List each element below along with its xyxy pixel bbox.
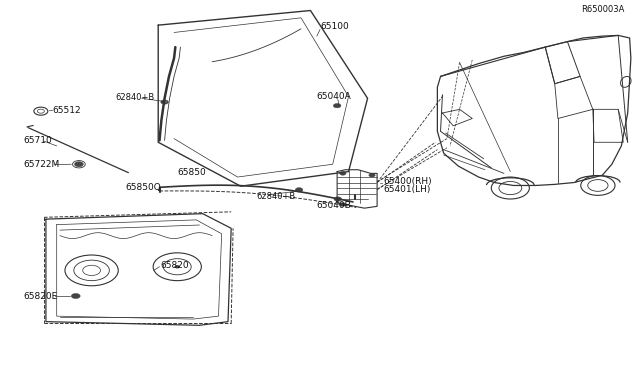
Circle shape [340,203,346,206]
Circle shape [333,103,341,108]
Text: 65512: 65512 [52,106,81,115]
Circle shape [340,171,346,175]
Text: 65100: 65100 [320,22,349,32]
Text: 62840+B: 62840+B [116,93,155,102]
Text: R650003A: R650003A [581,5,625,14]
Text: 65722M: 65722M [23,160,60,170]
Text: 65850: 65850 [177,168,206,177]
Circle shape [163,100,167,102]
Circle shape [161,100,168,104]
Text: 65040A: 65040A [317,92,351,101]
Text: 65400(RH): 65400(RH) [383,177,432,186]
Circle shape [175,265,180,268]
Text: 65820E: 65820E [23,292,58,301]
Circle shape [74,162,83,167]
Text: 65850Q: 65850Q [125,183,161,192]
Text: 62840+B: 62840+B [257,192,296,201]
Text: 65040B: 65040B [317,201,351,210]
Text: 65710: 65710 [23,136,52,145]
Circle shape [295,187,303,192]
Text: 65401(LH): 65401(LH) [383,185,431,194]
Circle shape [334,197,342,201]
Circle shape [71,294,80,299]
Text: 65820: 65820 [160,261,189,270]
Circle shape [369,173,375,177]
